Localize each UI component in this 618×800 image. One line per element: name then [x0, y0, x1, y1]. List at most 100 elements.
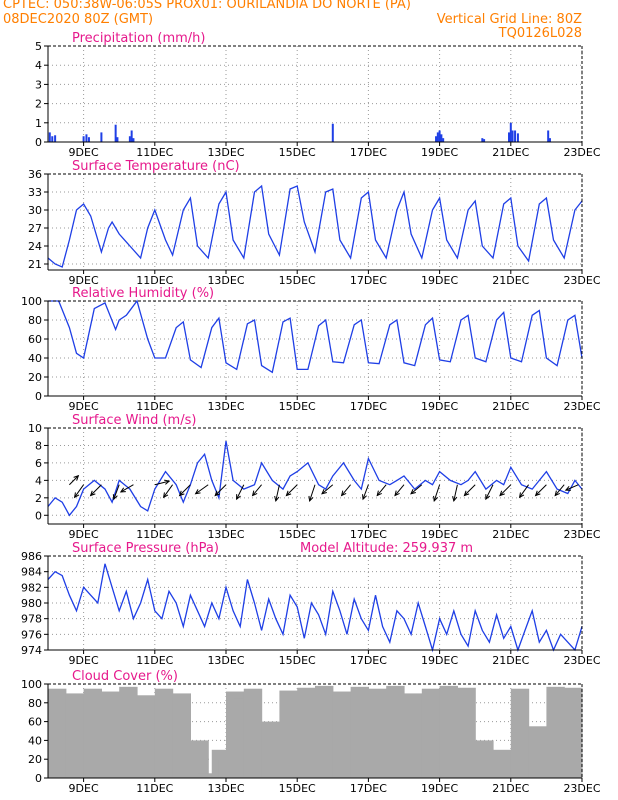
bar	[332, 691, 352, 778]
x-tick-label: 15DEC	[279, 146, 316, 159]
bar	[154, 688, 174, 778]
wind-arrow	[251, 484, 262, 497]
wind-arrow	[340, 484, 351, 497]
y-tick-label: 8	[35, 439, 42, 452]
bar	[297, 687, 316, 778]
x-tick-label: 17DEC	[350, 782, 387, 795]
x-tick-label: 19DEC	[421, 274, 458, 287]
bar	[128, 136, 131, 142]
grid	[48, 174, 583, 270]
wind-arrow	[499, 484, 512, 497]
x-tick-label: 11DEC	[136, 274, 173, 287]
x-tick-label: 21DEC	[492, 782, 529, 795]
bar	[119, 686, 138, 778]
x-tick-label: 21DEC	[492, 654, 529, 667]
y-tick-label: 60	[28, 716, 42, 729]
panel-3: 0 2 4 6 8 10 9DEC 11DEC 13DEC 15DEC 17DEC 19DEC 21DE…	[28, 413, 601, 541]
y-tick-label: 33	[28, 186, 42, 199]
y-tick-label: 0	[35, 136, 42, 149]
bar	[511, 130, 514, 142]
bar	[114, 124, 117, 142]
panel-4: 974 976 978 980 982 984 986 9DEC 11DEC 13DEC 15DEC…	[21, 541, 601, 667]
y-tick-label: 974	[21, 644, 42, 657]
y-tick-label: 4	[35, 474, 42, 487]
y-tick-label: 1	[35, 117, 42, 130]
panel-5: 0 20 40 60 80 100 9DEC 11DEC 13DEC 15DEC 17DEC 19DE…	[21, 669, 601, 795]
x-tick-label: 19DEC	[421, 782, 458, 795]
x-tick-label: 13DEC	[207, 274, 244, 287]
x-tick-label: 13DEC	[207, 400, 244, 413]
y-tick-label: 40	[28, 734, 42, 747]
panel-title: Surface Wind (m/s)	[72, 413, 196, 428]
y-tick-label: 0	[35, 390, 42, 403]
x-tick-label: 23DEC	[563, 654, 600, 667]
x-tick-label: 15DEC	[279, 654, 316, 667]
bar	[546, 686, 565, 778]
wind-arrow	[194, 484, 209, 495]
bar	[548, 138, 551, 142]
x-tick-label: 21DEC	[492, 528, 529, 541]
bar	[442, 138, 445, 142]
y-tick-label: 0	[35, 509, 42, 522]
header-grid-line: Vertical Grid Line: 80Z	[436, 12, 582, 27]
bar	[509, 122, 512, 142]
wind-arrow	[285, 484, 298, 497]
wind-arrow	[73, 484, 85, 499]
header-model: TQ0126L028	[498, 26, 582, 41]
x-tick-label: 19DEC	[421, 146, 458, 159]
bar	[132, 138, 135, 142]
bar	[368, 688, 387, 778]
y-tick-label: 60	[28, 333, 42, 346]
wind-arrow	[321, 484, 334, 495]
y-tick-label: 27	[28, 222, 42, 235]
wind-arrow	[214, 484, 227, 497]
y-tick-label: 2	[35, 492, 42, 505]
bar	[65, 693, 85, 778]
x-tick-label: 23DEC	[563, 274, 600, 287]
bar	[564, 687, 583, 778]
bar	[101, 691, 120, 778]
wind-arrow	[69, 474, 80, 486]
panel-title: Surface Pressure (hPa)	[72, 541, 219, 556]
bar	[386, 685, 405, 778]
y-tick-label: 21	[28, 258, 42, 271]
bar	[87, 137, 90, 142]
bar	[261, 721, 280, 778]
bar	[483, 139, 486, 142]
x-tick-label: 13DEC	[207, 782, 244, 795]
y-tick-label: 982	[21, 581, 42, 594]
panel-title: Precipitation (mm/h)	[72, 31, 205, 46]
grid	[48, 46, 583, 142]
y-tick-label: 30	[28, 204, 42, 217]
y-tick-label: 4	[35, 59, 42, 72]
bar	[331, 123, 334, 142]
bar	[197, 773, 216, 778]
bar	[510, 688, 530, 778]
bar	[130, 130, 133, 142]
bar	[493, 749, 512, 778]
y-tick-label: 986	[21, 550, 42, 563]
x-tick-label: 19DEC	[421, 654, 458, 667]
x-tick-label: 17DEC	[350, 146, 387, 159]
x-tick-label: 13DEC	[207, 528, 244, 541]
x-tick-label: 15DEC	[279, 528, 316, 541]
wind-arrow	[534, 484, 547, 497]
bar	[547, 130, 550, 142]
x-tick-label: 11DEC	[136, 400, 173, 413]
bar	[243, 688, 263, 778]
x-tick-label: 9DEC	[69, 782, 99, 795]
wind-arrow	[463, 484, 476, 497]
bar	[439, 685, 458, 778]
y-tick-label: 80	[28, 314, 42, 327]
header-datetime: 08DEC2020 80Z (GMT)	[3, 12, 154, 27]
wind-arrow	[362, 484, 369, 501]
bar	[315, 685, 334, 778]
bar	[508, 132, 511, 142]
x-tick-label: 17DEC	[350, 528, 387, 541]
x-tick-label: 9DEC	[69, 146, 99, 159]
wind-arrow	[433, 484, 441, 503]
wind-arrow	[112, 484, 120, 501]
bar	[279, 690, 298, 778]
x-tick-label: 11DEC	[136, 528, 173, 541]
